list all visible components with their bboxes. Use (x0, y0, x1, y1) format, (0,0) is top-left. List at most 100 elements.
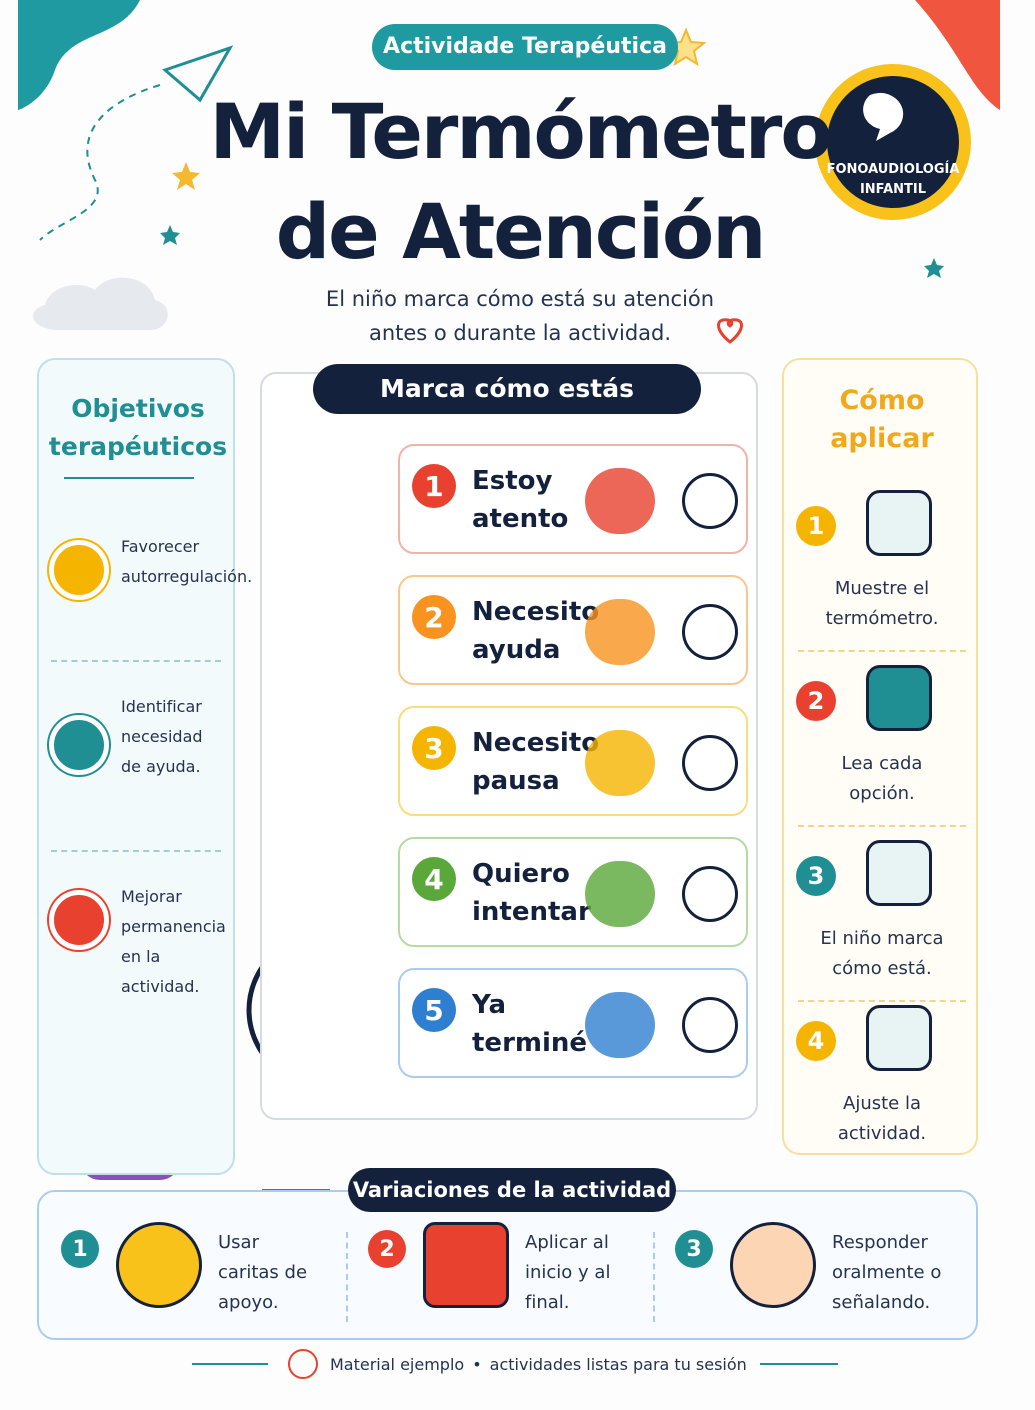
text-line: apoyo. (218, 1292, 279, 1313)
text-line: pausa (472, 766, 560, 796)
decor-circle (827, 76, 959, 208)
text-line: Muestre el (834, 578, 930, 599)
text-line: Cómo (839, 385, 925, 416)
step-text: El niño marca cómo está. (784, 924, 980, 984)
step-icon (866, 665, 932, 731)
text-line: Objetivos (71, 394, 205, 423)
text-line: FONOAUDIOLOGÍA (826, 162, 960, 177)
variation-number: 1 (61, 1230, 99, 1268)
text-line: actividad. (837, 1123, 927, 1144)
dashed-divider (798, 825, 966, 827)
text-line: Ajuste la (843, 1093, 921, 1114)
subtitle: El niño marca cómo está su atención antes… (260, 282, 780, 350)
decor-polygon (160, 225, 180, 245)
text-line: aplicar (830, 423, 934, 454)
divider (64, 477, 194, 479)
option-icon (585, 468, 655, 534)
dashed-divider (51, 850, 221, 852)
variation-text: Responder oralmente o señalando. (832, 1228, 972, 1318)
option-number: 3 (412, 726, 456, 770)
option-label: Necesito ayuda (472, 593, 602, 669)
option-label: Ya terminé (472, 986, 602, 1062)
logo-text: FONOAUDIOLOGÍA INFANTIL (825, 160, 961, 200)
decor-path (39, 84, 161, 241)
option-checkbox[interactable] (682, 604, 738, 660)
option-checkbox[interactable] (682, 997, 738, 1053)
text-line: El niño marca (820, 928, 944, 949)
text-line: Aplicar al (525, 1232, 609, 1253)
decor-path (717, 318, 743, 344)
variations-panel: 1 Usar caritas de apoyo. 2 Aplicar al inicio y… (37, 1190, 978, 1340)
objective-icon (49, 540, 109, 600)
variation-icon (423, 1222, 509, 1308)
text-line: opción. (849, 783, 915, 804)
option-label: Necesito pausa (472, 724, 602, 800)
dashed-divider (346, 1232, 348, 1322)
step-icon (866, 1005, 932, 1071)
text-line: Necesito (472, 597, 600, 627)
badge: Actividade Terapéutica (372, 24, 678, 70)
text-line: termómetro. (825, 608, 939, 629)
decor-circle (288, 1349, 318, 1379)
text-line: Necesito (472, 728, 600, 758)
subtitle-line: antes o durante la actividad. (368, 321, 672, 345)
objective-icon (49, 890, 109, 950)
title: Mi Termómetro de Atención (180, 82, 860, 282)
text-line: Responder (832, 1232, 928, 1253)
objective-text: Favorecer autorregulación. (121, 532, 252, 592)
option-card: 1 Estoy atento (398, 444, 748, 554)
text-line: necesidad (121, 727, 203, 746)
variation-number: 3 (675, 1230, 713, 1268)
option-number: 2 (412, 595, 456, 639)
text-line: Ya (472, 990, 506, 1020)
option-card: 2 Necesito ayuda (398, 575, 748, 685)
step-text: Lea cada opción. (784, 749, 980, 809)
step-number: 1 (796, 506, 836, 546)
howto-title: Cómo aplicar (784, 382, 980, 458)
text-line: final. (525, 1292, 570, 1313)
text-line: señalando. (832, 1292, 931, 1313)
option-number: 4 (412, 857, 456, 901)
option-icon (585, 992, 655, 1058)
variation-icon (116, 1222, 202, 1308)
decor-path (863, 92, 904, 141)
option-icon (585, 730, 655, 796)
decor-path (162, 45, 234, 103)
text-line: cómo está. (832, 958, 932, 979)
decor-path (18, 0, 140, 110)
decor-path (33, 277, 168, 330)
variation-text: Aplicar al inicio y al final. (525, 1228, 665, 1318)
option-checkbox[interactable] (682, 735, 738, 791)
objectives-title: Objetivos terapéuticos (39, 390, 237, 466)
text-line: INFANTIL (859, 182, 927, 197)
option-card: 5 Ya terminé (398, 968, 748, 1078)
howto-panel: Cómo aplicar 1 Muestre el termómetro. 2 Lea ca… (782, 358, 978, 1155)
dashed-divider (51, 660, 221, 662)
option-icon (585, 861, 655, 927)
text-line: Lea cada (841, 753, 923, 774)
text-line: ayuda (472, 635, 561, 665)
text-line: inicio y al (525, 1262, 611, 1283)
variation-number: 2 (368, 1230, 406, 1268)
footer: Material ejemplo • actividades listas para… (330, 1352, 760, 1378)
step-icon (866, 840, 932, 906)
step-icon (866, 490, 932, 556)
option-checkbox[interactable] (682, 866, 738, 922)
text-line: terapéuticos (48, 432, 228, 461)
objective-text: Mejorar permanencia en la actividad. (121, 882, 236, 1002)
text-line: Estoy (472, 466, 553, 496)
option-number: 5 (412, 988, 456, 1032)
dashed-divider (653, 1232, 655, 1322)
subtitle-line: El niño marca cómo está su atención (325, 287, 715, 311)
text-line: de ayuda. (121, 757, 201, 776)
text-line: intentar (472, 897, 591, 927)
objective-text: Identificar necesidad de ayuda. (121, 692, 236, 782)
decor-path (915, 0, 1000, 110)
objective-icon (49, 715, 109, 775)
option-checkbox[interactable] (682, 473, 738, 529)
option-label: Estoy atento (472, 462, 602, 538)
text-line: Favorecer (121, 537, 200, 556)
title-line: de Atención (275, 187, 767, 276)
option-icon (585, 599, 655, 665)
text-line: terminé (472, 1028, 588, 1058)
